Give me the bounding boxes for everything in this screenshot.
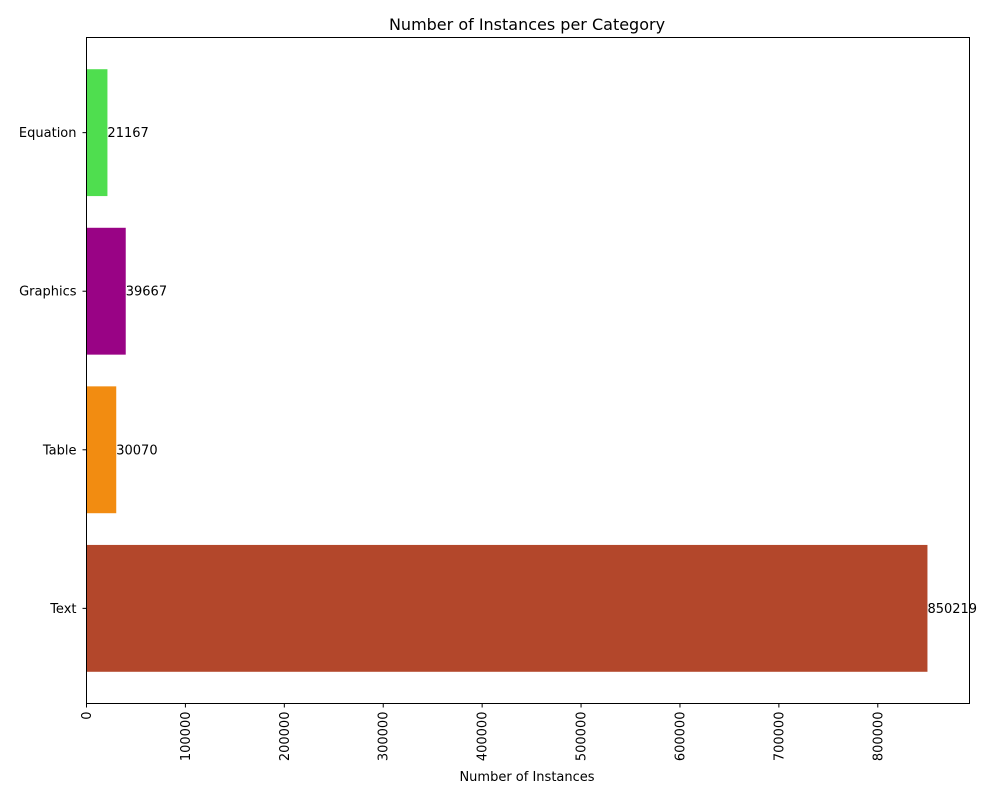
x-tick-label: 600000 (673, 712, 688, 762)
x-tick-label: 700000 (772, 712, 787, 762)
bar-text (86, 544, 928, 672)
x-tick-label: 300000 (377, 712, 392, 762)
x-axis-label: Number of Instances (459, 770, 594, 785)
data-label-graphics: 39667 (126, 285, 167, 300)
data-label-table: 30070 (116, 443, 157, 458)
bar-table (86, 386, 117, 514)
chart-title: Number of Instances per Category (389, 15, 665, 34)
x-tick-label: 800000 (871, 712, 886, 762)
data-label-equation: 21167 (107, 126, 148, 141)
y-tick-label-table: Table (42, 443, 77, 458)
bar-equation (86, 69, 108, 197)
x-tick-label: 400000 (476, 712, 491, 762)
plot-frame (86, 37, 970, 704)
x-tick-label: 100000 (179, 712, 194, 762)
plot-area: 850219 Text 30070 Table 39667 Graphics 21167 Eq… (19, 69, 977, 761)
data-label-text: 850219 (927, 602, 977, 617)
x-tick-label: 200000 (278, 712, 293, 762)
x-tick-label: 0 (80, 712, 95, 720)
y-tick-label-text: Text (49, 602, 76, 617)
y-tick-label-equation: Equation (19, 126, 77, 141)
x-tick-label: 500000 (575, 712, 590, 762)
y-tick-label-graphics: Graphics (19, 285, 77, 300)
bar-graphics (86, 227, 126, 355)
